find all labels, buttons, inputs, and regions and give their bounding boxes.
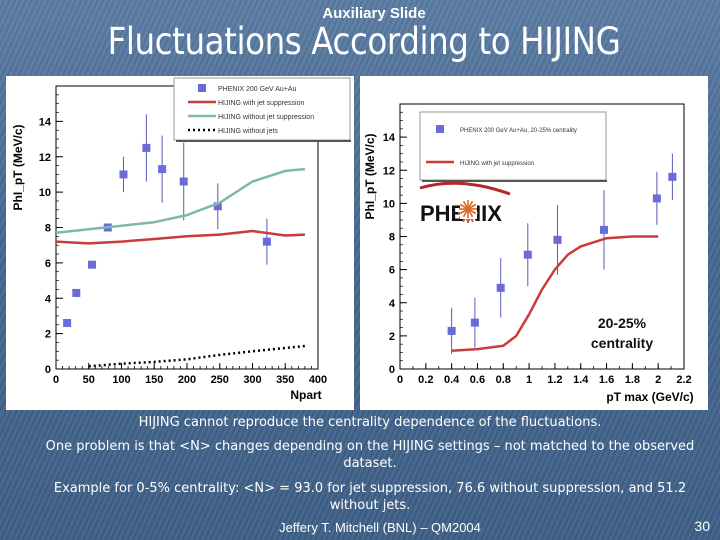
slide-supertitle: Auxiliary Slide [322,5,426,22]
page-number: 30 [694,518,710,534]
legend-entry: HIJING with jet suppression [218,100,304,107]
legend-entry: HIJING without jets [218,128,278,135]
legend-box [419,111,607,181]
x-tick-label: 2.2 [676,374,691,386]
legend-entry: HIJING without jet suppression [218,114,314,121]
phenix-logo: PHENIX [419,181,511,226]
data-point [523,250,532,259]
centrality-annotation: 20-25% centrality [591,315,653,351]
y-tick-label: 14 [383,132,396,144]
caption-1: HIJING cannot reproduce the centrality d… [138,415,602,430]
x-tick-label: 100 [112,374,130,386]
x-tick-label: 400 [309,374,327,386]
x-tick-label: 2 [655,374,661,386]
x-tick-label: 0 [53,374,59,386]
x-axis-label: Npart [290,388,321,402]
data-point [652,194,661,203]
y-tick-label: 10 [383,198,395,210]
x-tick-label: 350 [276,374,294,386]
y-tick-label: 4 [45,293,52,305]
caption-3: Example for 0-5% centrality: <N> = 93.0 … [53,481,687,513]
y-tick-label: 6 [389,265,395,277]
legend-entry: HIJING with jet suppression [460,161,534,167]
logo-ray [467,203,477,210]
logo-swoosh [419,181,511,196]
y-tick-label: 12 [383,165,395,177]
x-tick-label: 1.6 [599,374,614,386]
slide-footer: Jeffery T. Mitchell (BNL) – QM2004 [279,520,481,535]
y-tick-label: 14 [39,116,52,128]
y-tick-label: 6 [45,258,51,270]
x-tick-label: 0.8 [496,374,511,386]
x-tick-label: 250 [211,374,229,386]
y-tick-label: 8 [45,223,51,235]
legend-marker [436,125,444,133]
x-tick-label: 1.4 [573,374,589,386]
legend-entry: PHENIX 200 GeV Au+Au [218,86,297,93]
data-point [496,283,505,292]
y-tick-label: 0 [389,364,395,376]
data-point [262,237,271,246]
data-point [119,170,128,179]
x-tick-label: 1.8 [625,374,640,386]
data-point [213,202,222,211]
x-tick-label: 150 [145,374,163,386]
series-line-1 [451,235,659,353]
chart-left-panel: 0 50 100 150 200 250 300 350 400 0 2 4 6 8 10 12 14 Npart… [6,76,354,410]
x-tick-label: 1.2 [547,374,562,386]
x-tick-label: 50 [83,374,95,386]
y-axis-label: PhI_pT (MeV/c) [363,133,377,219]
y-axis-label: PhI_pT (MeV/c) [11,124,25,210]
data-point [88,260,97,269]
legend-marker [198,84,206,92]
chart-ptmax: 0 0.2 0.4 0.6 0.8 1 1.2 1.4 1.6 1.8 2 2.2 0 2 4 6 8 10 12 1… [363,103,694,404]
x-tick-label: 1 [526,374,532,386]
data-point [599,225,608,234]
caption-2: One problem is that <N> changes dependin… [45,439,695,471]
y-tick-label: 4 [389,298,396,310]
data-point [447,326,456,335]
x-tick-label: 0.4 [444,374,460,386]
y-tick-label: 2 [45,329,51,341]
x-tick-label: 0.6 [470,374,485,386]
x-tick-label: 0.2 [418,374,433,386]
series-line-1 [55,229,305,245]
legend-entry: PHENIX 200 GeV Au+Au, 20-25% centrality [460,128,577,134]
chart-right-panel: 0 0.2 0.4 0.6 0.8 1 1.2 1.4 1.6 1.8 2 2.2 0 2 4 6 8 10 12 1… [360,76,708,410]
x-axis-label: pT max (GeV/c) [606,390,693,404]
chart-npart: 0 50 100 150 200 250 300 350 400 0 2 4 6 8 10 12 14 Npart… [11,77,351,402]
y-tick-label: 12 [39,152,51,164]
data-point [142,143,151,152]
y-tick-label: 8 [389,232,395,244]
data-point [179,177,188,186]
data-point [72,288,81,297]
data-point [63,319,72,328]
y-tick-label: 0 [45,364,51,376]
data-point [668,172,677,181]
data-point [158,165,167,174]
y-tick-label: 2 [389,331,395,343]
x-tick-label: 300 [243,374,261,386]
slide-title: Fluctuations According to HIJING [107,20,621,63]
x-tick-label: 200 [178,374,196,386]
data-point [553,235,562,244]
x-tick-label: 0 [397,374,403,386]
data-point [470,318,479,327]
y-tick-label: 10 [39,187,51,199]
series-line-2 [55,167,306,235]
